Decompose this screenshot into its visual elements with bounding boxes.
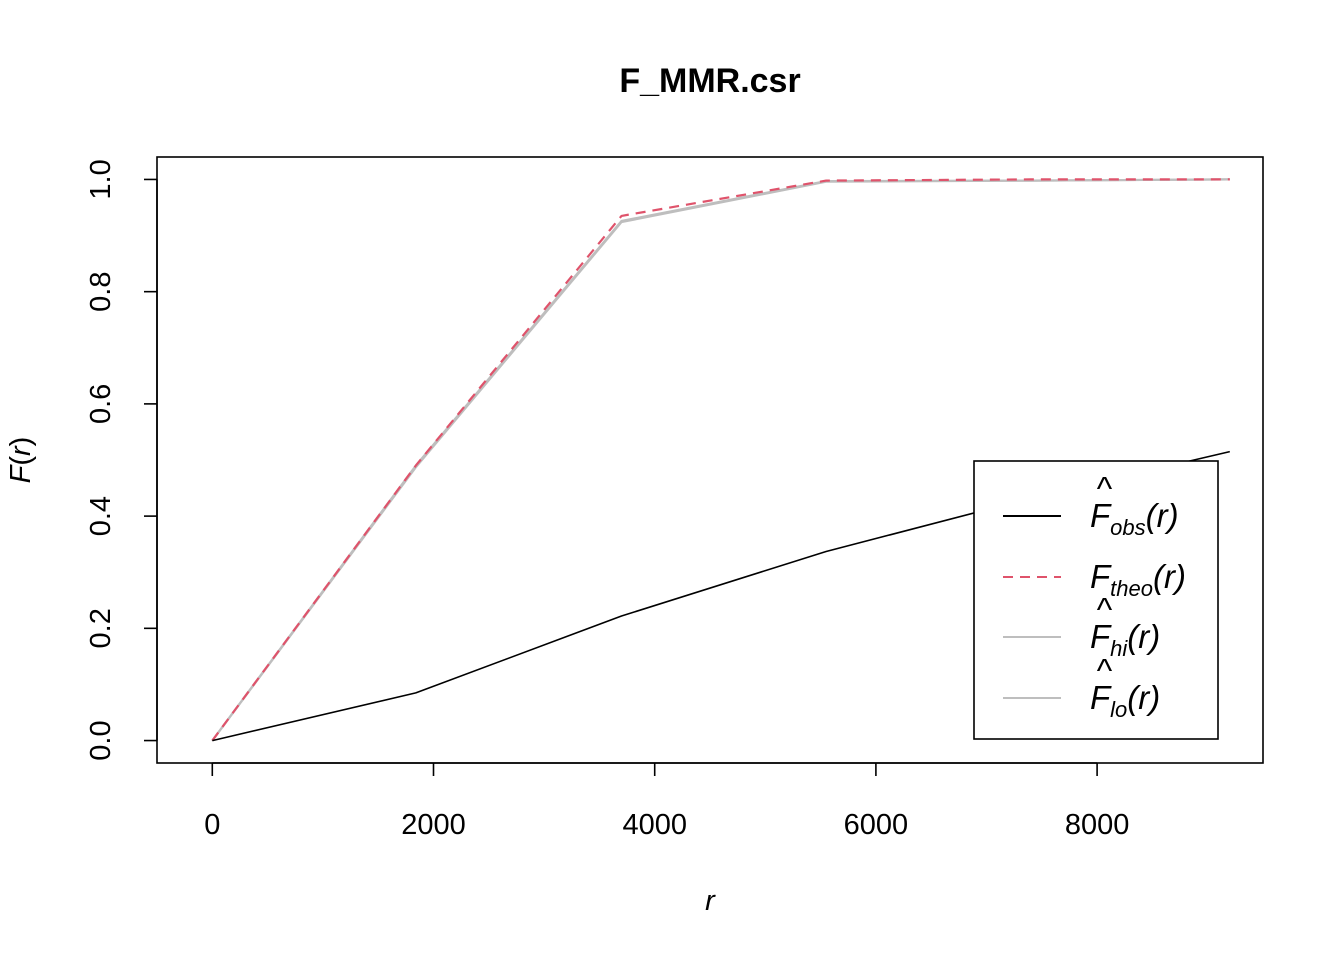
legend-subscript: hi (1110, 636, 1128, 661)
legend-symbol: F (1090, 497, 1112, 534)
y-tick-label: 0.2 (85, 608, 117, 648)
legend-hat: ^ (1096, 470, 1112, 507)
series-theo-line (211, 178, 1230, 742)
y-tick-label: 0.4 (85, 496, 117, 536)
chart-title: F_MMR.csr (619, 62, 800, 100)
y-tick-label: 0.8 (85, 272, 117, 312)
x-tick-label: 4000 (622, 809, 687, 841)
x-tick-label: 0 (204, 809, 220, 841)
legend-hat: ^ (1096, 591, 1112, 628)
legend-label-obs: Fobs(r) (1090, 497, 1179, 540)
y-tick-label: 0.6 (85, 384, 117, 424)
legend-subscript: lo (1110, 697, 1127, 722)
x-tick-label: 8000 (1065, 809, 1130, 841)
legend-subscript: theo (1110, 576, 1153, 601)
legend-argument: (r) (1127, 679, 1160, 716)
legend-symbol: F (1090, 618, 1112, 655)
legend-argument: (r) (1127, 618, 1160, 655)
y-axis-label-paren-open: ( (5, 456, 37, 466)
legend: Fobs(r)^Ftheo(r)Fhi(r)^Flo(r)^ (973, 460, 1219, 740)
legend-label-hi: Fhi(r) (1090, 618, 1160, 661)
y-axis-label: F(r) (5, 437, 37, 484)
legend-argument: (r) (1146, 497, 1179, 534)
legend-argument: (r) (1153, 558, 1186, 595)
y-axis: 0.0 0.2 0.4 0.6 0.8 1.0 (85, 159, 158, 761)
legend-hat: ^ (1096, 652, 1112, 689)
x-axis: 0 2000 4000 6000 8000 (204, 762, 1130, 841)
y-tick-label: 0.0 (85, 720, 117, 760)
y-axis-label-paren-close: ) (5, 437, 37, 447)
legend-label-theo: Ftheo(r) (1090, 558, 1186, 601)
legend-box (973, 460, 1219, 740)
legend-label-lo: Flo(r) (1090, 679, 1160, 722)
x-tick-label: 6000 (844, 809, 909, 841)
y-tick-label: 1.0 (85, 159, 117, 199)
legend-symbol: F (1090, 679, 1112, 716)
x-tick-label: 2000 (401, 809, 466, 841)
legend-symbol: F (1090, 558, 1112, 595)
legend-subscript: obs (1110, 515, 1145, 540)
x-axis-label: r (705, 885, 716, 917)
y-axis-label-symbol: F (5, 463, 37, 483)
series-layer (211, 178, 1230, 742)
y-axis-label-var: r (5, 445, 37, 456)
